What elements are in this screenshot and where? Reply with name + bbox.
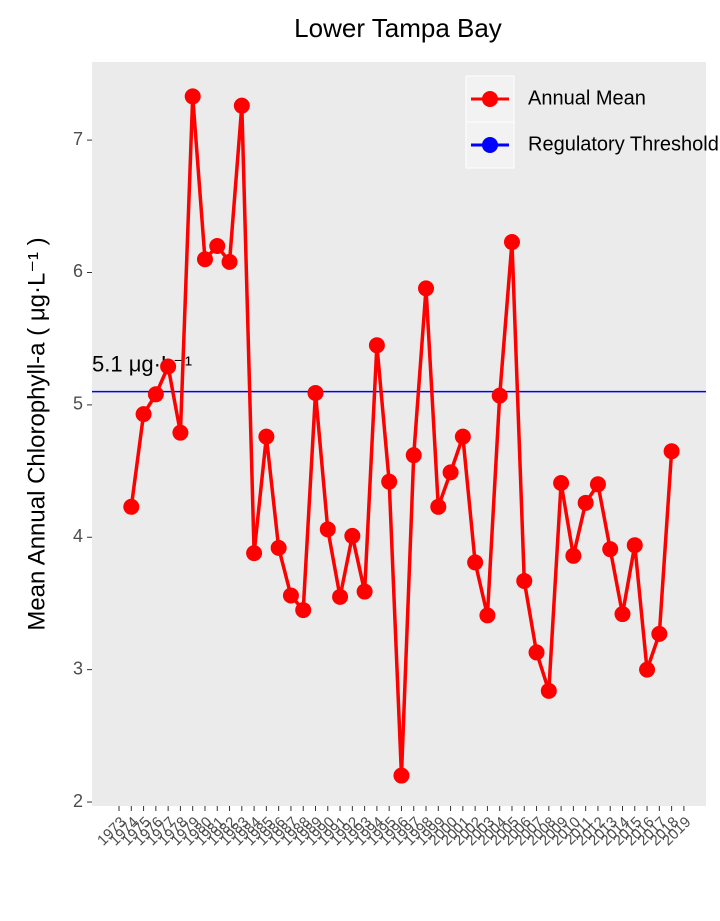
legend-label: Annual Mean — [528, 87, 646, 109]
point — [356, 583, 373, 600]
point — [160, 358, 177, 375]
point — [258, 428, 275, 445]
point — [405, 447, 422, 464]
point — [565, 547, 582, 564]
point — [528, 644, 545, 661]
point — [135, 406, 152, 423]
point — [295, 602, 312, 619]
y-axis-title: Mean Annual Chlorophyll-a ( μg·L⁻¹ ) — [23, 237, 50, 630]
point — [282, 587, 299, 604]
point — [246, 545, 263, 562]
point — [172, 424, 189, 441]
point — [491, 387, 508, 404]
point — [577, 494, 594, 511]
point — [639, 661, 656, 678]
point — [368, 337, 385, 354]
point — [344, 527, 361, 544]
legend-point — [482, 137, 498, 153]
point — [319, 521, 336, 538]
y-tick-label: 3 — [73, 658, 83, 678]
point — [270, 539, 287, 556]
point — [663, 443, 680, 460]
point — [381, 473, 398, 490]
point — [602, 541, 619, 558]
point — [184, 88, 201, 105]
point — [418, 280, 435, 297]
point — [503, 234, 520, 251]
y-tick-label: 2 — [73, 791, 83, 811]
point — [651, 625, 668, 642]
point — [442, 464, 459, 481]
legend-point — [482, 91, 498, 107]
y-tick-label: 7 — [73, 129, 83, 149]
point — [332, 588, 349, 605]
point — [553, 474, 570, 491]
y-tick-label: 4 — [73, 526, 83, 546]
point — [614, 606, 631, 623]
point — [393, 767, 410, 784]
point — [430, 498, 447, 515]
point — [209, 238, 226, 255]
chart-title: Lower Tampa Bay — [294, 13, 502, 43]
point — [626, 537, 643, 554]
y-tick-label: 5 — [73, 394, 83, 414]
point — [123, 498, 140, 515]
point — [454, 428, 471, 445]
point — [221, 253, 238, 270]
y-tick-label: 6 — [73, 261, 83, 281]
point — [589, 476, 606, 493]
point — [540, 682, 557, 699]
threshold-label: 5.1 μg·L⁻¹ — [92, 351, 192, 376]
point — [479, 607, 496, 624]
point — [147, 386, 164, 403]
point — [307, 384, 324, 401]
point — [233, 97, 250, 114]
point — [196, 251, 213, 268]
point — [467, 554, 484, 571]
point — [516, 572, 533, 589]
legend-label: Regulatory Threshold — [528, 133, 719, 155]
